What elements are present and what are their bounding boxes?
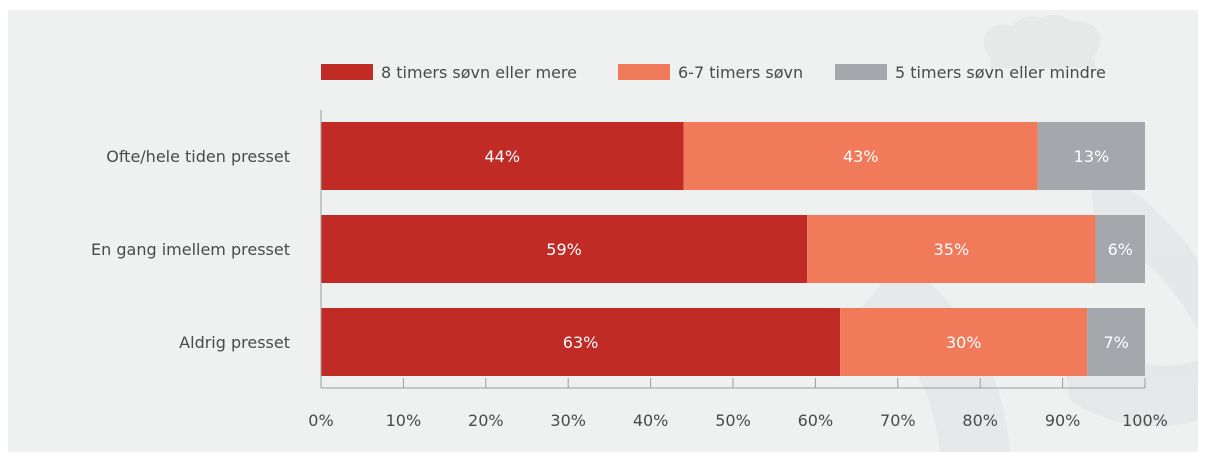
x-tick-label: 50%: [715, 411, 751, 430]
x-tick-label: 90%: [1045, 411, 1081, 430]
data-label: 43%: [843, 147, 879, 166]
bar-segment: [321, 122, 684, 190]
bar-segment: [321, 215, 808, 283]
x-tick-label: 20%: [468, 411, 504, 430]
crown-watermark-icon: [983, 14, 1101, 68]
data-label: 13%: [1074, 147, 1110, 166]
data-label: 59%: [546, 240, 582, 259]
data-label: 63%: [563, 333, 599, 352]
x-tick-label: 80%: [962, 411, 998, 430]
data-label: 35%: [934, 240, 970, 259]
bar-segment: [840, 308, 1088, 376]
legend-swatch-3: [835, 64, 887, 80]
category-label: Aldrig presset: [179, 333, 290, 352]
data-label: 44%: [484, 147, 520, 166]
data-label: 30%: [946, 333, 982, 352]
legend-label-3: 5 timers søvn eller mindre: [895, 63, 1106, 82]
bar-segment: [1037, 122, 1145, 190]
x-tick-label: 30%: [550, 411, 586, 430]
x-axis: 0% 10% 20% 30% 40% 50% 60% 70% 80% 90% 100%: [308, 110, 1168, 430]
bar-segment: [683, 122, 1038, 190]
bar-segment: [1095, 215, 1145, 283]
bar-segment: [321, 308, 841, 376]
bar-segment: [1087, 308, 1145, 376]
category-labels: Ofte/hele tiden presset En gang imellem p…: [91, 147, 290, 352]
x-tick-label: 100%: [1122, 411, 1168, 430]
legend-swatch-2: [618, 64, 670, 80]
x-tick-label: 40%: [633, 411, 669, 430]
data-label: 7%: [1103, 333, 1128, 352]
legend-label-2: 6-7 timers søvn: [678, 63, 803, 82]
data-label: 6%: [1108, 240, 1133, 259]
legend-label-1: 8 timers søvn eller mere: [381, 63, 577, 82]
x-tick-label: 0%: [308, 411, 333, 430]
x-tick-label: 60%: [798, 411, 834, 430]
x-tick-label: 70%: [880, 411, 916, 430]
legend: 8 timers søvn eller mere 6-7 timers søvn 5…: [321, 63, 1106, 82]
bar-segment: [807, 215, 1096, 283]
bars: 44% 43% 13% 59% 35% 6% 63% 30% 7%: [321, 122, 1145, 376]
category-label: En gang imellem presset: [91, 240, 290, 259]
legend-swatch-1: [321, 64, 373, 80]
x-tick-label: 10%: [386, 411, 422, 430]
category-label: Ofte/hele tiden presset: [106, 147, 290, 166]
